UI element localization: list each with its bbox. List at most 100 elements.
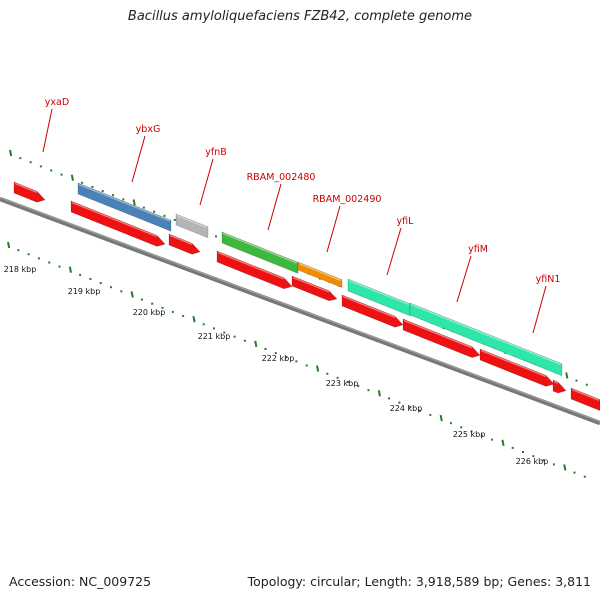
cds-arrow-RBAM_002490 [291, 275, 338, 302]
cds-arrow-RBAM_002490-shine [292, 276, 330, 293]
lower-minor-tick [213, 327, 215, 330]
lower-minor-tick [449, 422, 452, 425]
lower-major-tick [192, 315, 196, 323]
gene-label-RBAM_002490: RBAM_002490 [313, 194, 382, 205]
leader-line-yfiN1 [532, 285, 547, 334]
scale-labels: 218 kbp 219 kbp 220 kbp 221 kbp 222 kbp 223 k… [4, 265, 549, 466]
lower-minor-tick [305, 364, 308, 367]
lower-major-tick [563, 464, 567, 471]
lower-minor-tick [120, 290, 123, 293]
upper-minor-tick [29, 161, 32, 164]
scale-label: 226 kbp [516, 457, 549, 466]
lower-minor-tick [522, 451, 524, 453]
upper-minor-tick [112, 194, 114, 197]
scale-label: 221 kbp [198, 332, 231, 341]
lower-minor-tick [295, 360, 298, 363]
lower-minor-tick [367, 389, 370, 392]
lower-minor-tick [491, 438, 494, 441]
cds-arrow-yxaD-shine [14, 182, 38, 193]
lower-minor-tick [460, 426, 463, 429]
upper-minor-tick [39, 165, 42, 168]
scale-label: 218 kbp [4, 265, 37, 274]
lower-minor-tick [480, 434, 483, 437]
cds-arrow-ybxG [70, 200, 166, 247]
lower-major-tick [7, 241, 11, 249]
gene-label-ybxG: ybxG [136, 124, 161, 135]
gene-label-RBAM_002480: RBAM_002480 [247, 172, 316, 183]
gene-label-yfnB: yfnB [205, 147, 227, 158]
cds-arrow-yfiN1-shine [480, 349, 547, 378]
cds-arrow-yfnB [168, 233, 201, 255]
gene-bar-RBAM_002490-shine [298, 262, 342, 281]
upper-minor-tick [142, 206, 145, 209]
lower-major-tick [130, 291, 134, 298]
lower-minor-tick [532, 455, 535, 458]
cds-arrow-yfnB-shine [169, 234, 193, 245]
upper-major-tick [132, 199, 136, 206]
upper-minor-tick [19, 157, 22, 160]
upper-minor-tick [153, 210, 156, 213]
lower-minor-tick [27, 253, 30, 256]
cds-arrow-small [552, 379, 567, 394]
scale-label: 220 kbp [133, 308, 166, 317]
lower-minor-tick [336, 376, 339, 379]
gene-label-yfiN1: yfiN1 [536, 274, 561, 285]
lower-minor-tick [511, 446, 514, 449]
lower-minor-tick [264, 348, 267, 350]
lower-major-tick [439, 414, 443, 422]
lower-minor-tick [99, 282, 102, 285]
leader-line-yxaD [42, 108, 53, 153]
lower-tick-track [7, 241, 586, 478]
upper-minor-tick [101, 190, 104, 193]
lower-minor-tick [408, 405, 411, 408]
cds-arrow-yfiL [341, 294, 404, 328]
cds-arrow-yfiL-shine [342, 295, 396, 318]
lower-major-tick [68, 266, 72, 273]
gene-bar-ybxG [77, 182, 172, 232]
scale-label: 219 kbp [68, 287, 101, 296]
genome-title: Bacillus amyloliquefaciens FZB42, comple… [127, 9, 473, 24]
upper-minor-tick [575, 379, 578, 382]
upper-minor-tick [215, 235, 217, 238]
lower-minor-tick [470, 430, 473, 433]
leader-line-yfiL [386, 227, 402, 276]
gene-bar-RBAM_002480 [221, 231, 299, 274]
genome-summary-text: Topology: circular; Length: 3,918,589 bp… [247, 574, 591, 589]
lower-minor-tick [151, 302, 154, 305]
scale-label: 223 kbp [326, 379, 359, 388]
lower-minor-tick [243, 339, 246, 342]
cds-arrow-yxaD [13, 181, 46, 203]
gene-bar-ybxG-shine [78, 183, 171, 222]
gene-labels: yxaD ybxG yfnB RBAM_002480 RBAM_002490 yfiL yf… [42, 97, 561, 334]
lower-minor-tick [357, 385, 360, 388]
upper-minor-tick [81, 181, 84, 184]
gene-bar-yfnB [175, 213, 209, 239]
cds-arrow-RBAM_002480 [216, 250, 293, 290]
lower-minor-tick [419, 409, 421, 412]
leader-line-yfnB [199, 158, 214, 206]
cds-arrow-small-shine [553, 380, 559, 384]
lower-minor-tick [552, 463, 555, 466]
leader-line-yfiM [456, 255, 472, 303]
cds-arrow-yfiM-shine [403, 319, 473, 349]
gene-bar-RBAM_002480-shine [222, 232, 298, 264]
cds-arrow-yfiN1 [479, 348, 555, 387]
leader-line-RBAM_002480 [267, 183, 282, 231]
lower-minor-tick [79, 273, 82, 276]
cds-arrow-edge [570, 387, 600, 411]
upper-major-tick [565, 372, 569, 379]
lower-minor-tick [89, 277, 92, 280]
gene-bar-yfiM-shine [410, 303, 562, 366]
lower-minor-tick [429, 413, 432, 416]
lower-minor-tick [233, 335, 236, 338]
lower-minor-tick [285, 356, 288, 359]
cds-arrow-RBAM_002480-shine [217, 251, 285, 280]
scale-label: 224 kbp [390, 404, 423, 413]
upper-minor-tick [122, 198, 125, 201]
gene-bar-RBAM_002490 [297, 261, 343, 289]
lower-minor-tick [58, 265, 61, 268]
gene-bar-yfiL-shine [348, 279, 410, 306]
lower-minor-tick [182, 315, 185, 318]
cds-arrow-edge-shine [571, 388, 600, 401]
